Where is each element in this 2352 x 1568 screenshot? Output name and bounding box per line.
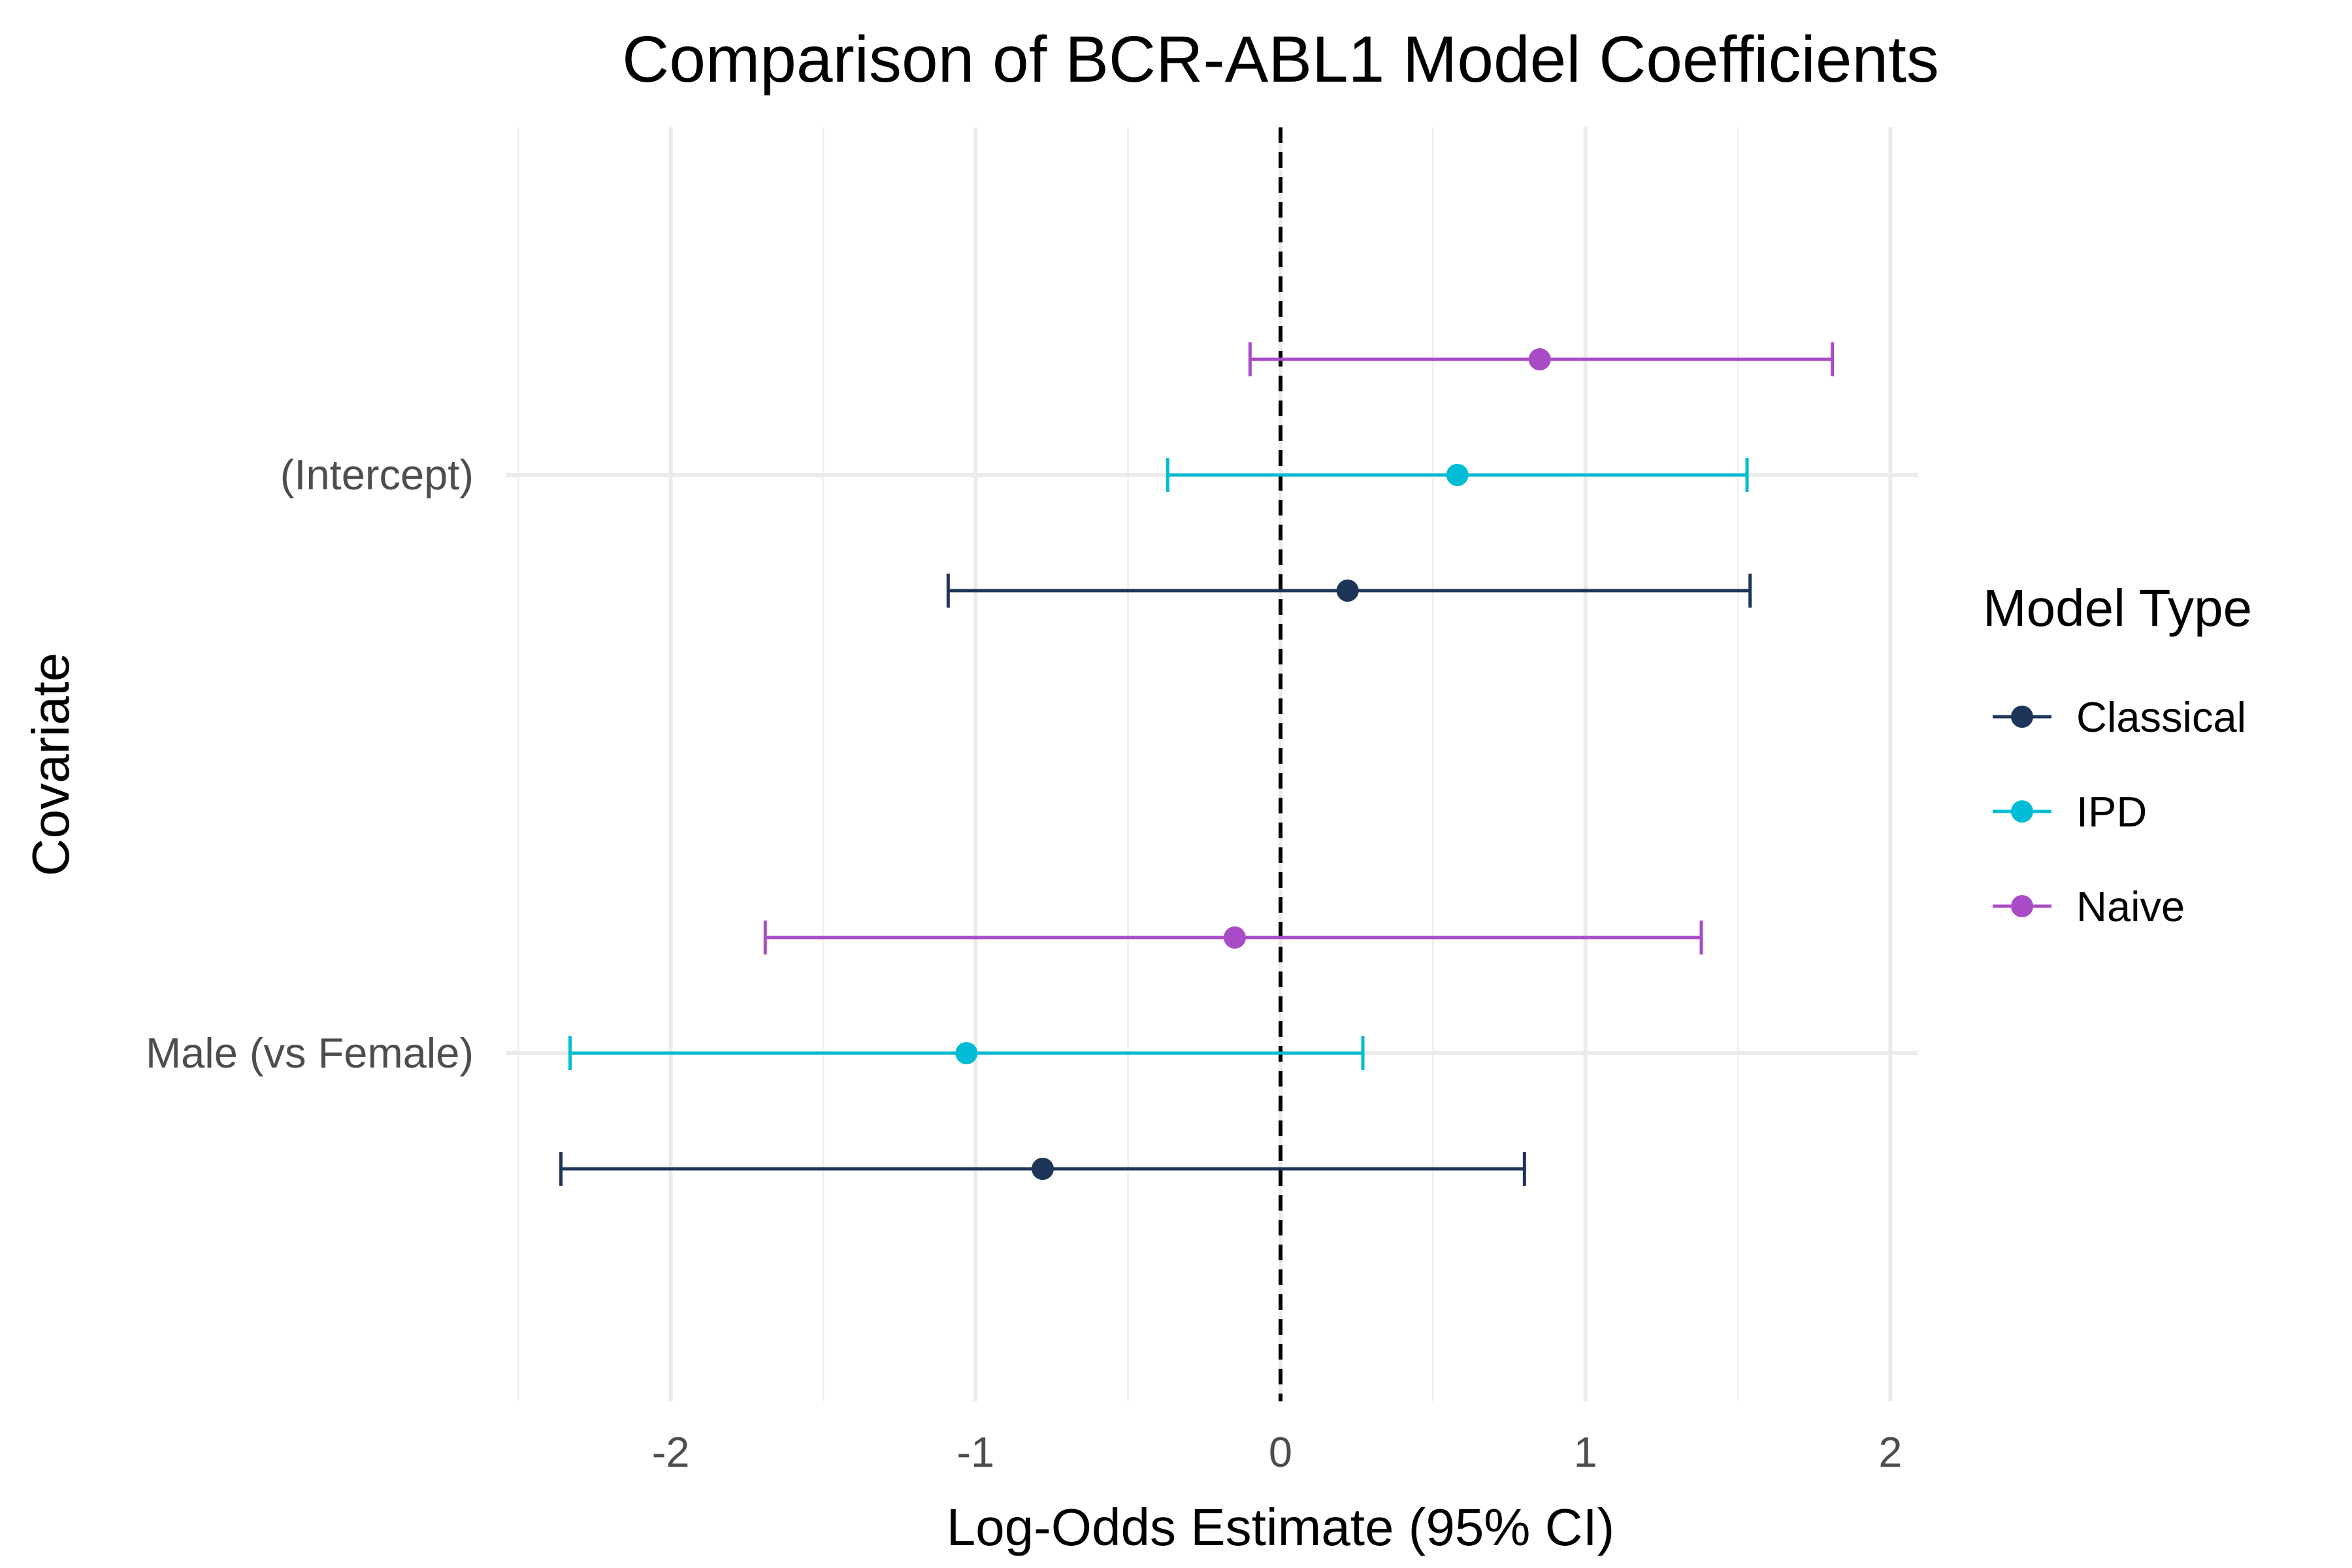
legend-title: Model Type <box>1983 579 2252 637</box>
legend-label: IPD <box>2076 788 2147 836</box>
grid-lines <box>506 127 1918 1401</box>
legend: Model Type Classical IPD Naive <box>1983 579 2252 930</box>
legend-item: Classical <box>1993 693 2246 741</box>
y-axis-tick-labels: (Intercept) Male (vs Female) <box>146 451 474 1077</box>
y-tick-label: (Intercept) <box>280 451 474 498</box>
estimate-point <box>1336 580 1359 602</box>
legend-items: Classical IPD Naive <box>1993 693 2246 930</box>
y-axis-title: Covariate <box>22 653 80 876</box>
x-tick-label: 0 <box>1269 1428 1292 1476</box>
x-tick-label: 1 <box>1574 1428 1597 1476</box>
legend-label: Naive <box>2076 883 2185 930</box>
legend-label: Classical <box>2076 693 2246 741</box>
error-bar-group <box>559 1152 1526 1186</box>
error-bar-group <box>946 574 1752 608</box>
legend-key-point <box>2011 895 2033 917</box>
error-bar-group <box>1166 458 1749 492</box>
x-tick-label: -2 <box>652 1428 690 1476</box>
legend-item: IPD <box>1993 788 2147 836</box>
x-axis-tick-labels: -2 -1 0 1 2 <box>652 1428 1903 1476</box>
error-bar-group <box>763 921 1703 955</box>
data-marks <box>559 342 1835 1186</box>
legend-item: Naive <box>1993 883 2185 930</box>
estimate-point <box>1446 464 1469 486</box>
estimate-point <box>1528 348 1551 370</box>
estimate-point <box>1223 926 1246 949</box>
y-tick-label: Male (vs Female) <box>146 1029 474 1077</box>
chart-title: Comparison of BCR-ABL1 Model Coefficient… <box>622 23 1939 96</box>
legend-key-point <box>2011 800 2033 823</box>
legend-key-point <box>2011 706 2033 728</box>
x-tick-label: 2 <box>1878 1428 1902 1476</box>
error-bar-group <box>1248 342 1835 376</box>
x-axis-title: Log-Odds Estimate (95% CI) <box>947 1498 1615 1556</box>
x-tick-label: -1 <box>956 1428 994 1476</box>
error-bar-group <box>568 1036 1365 1070</box>
estimate-point <box>955 1042 978 1064</box>
estimate-point <box>1031 1158 1054 1180</box>
